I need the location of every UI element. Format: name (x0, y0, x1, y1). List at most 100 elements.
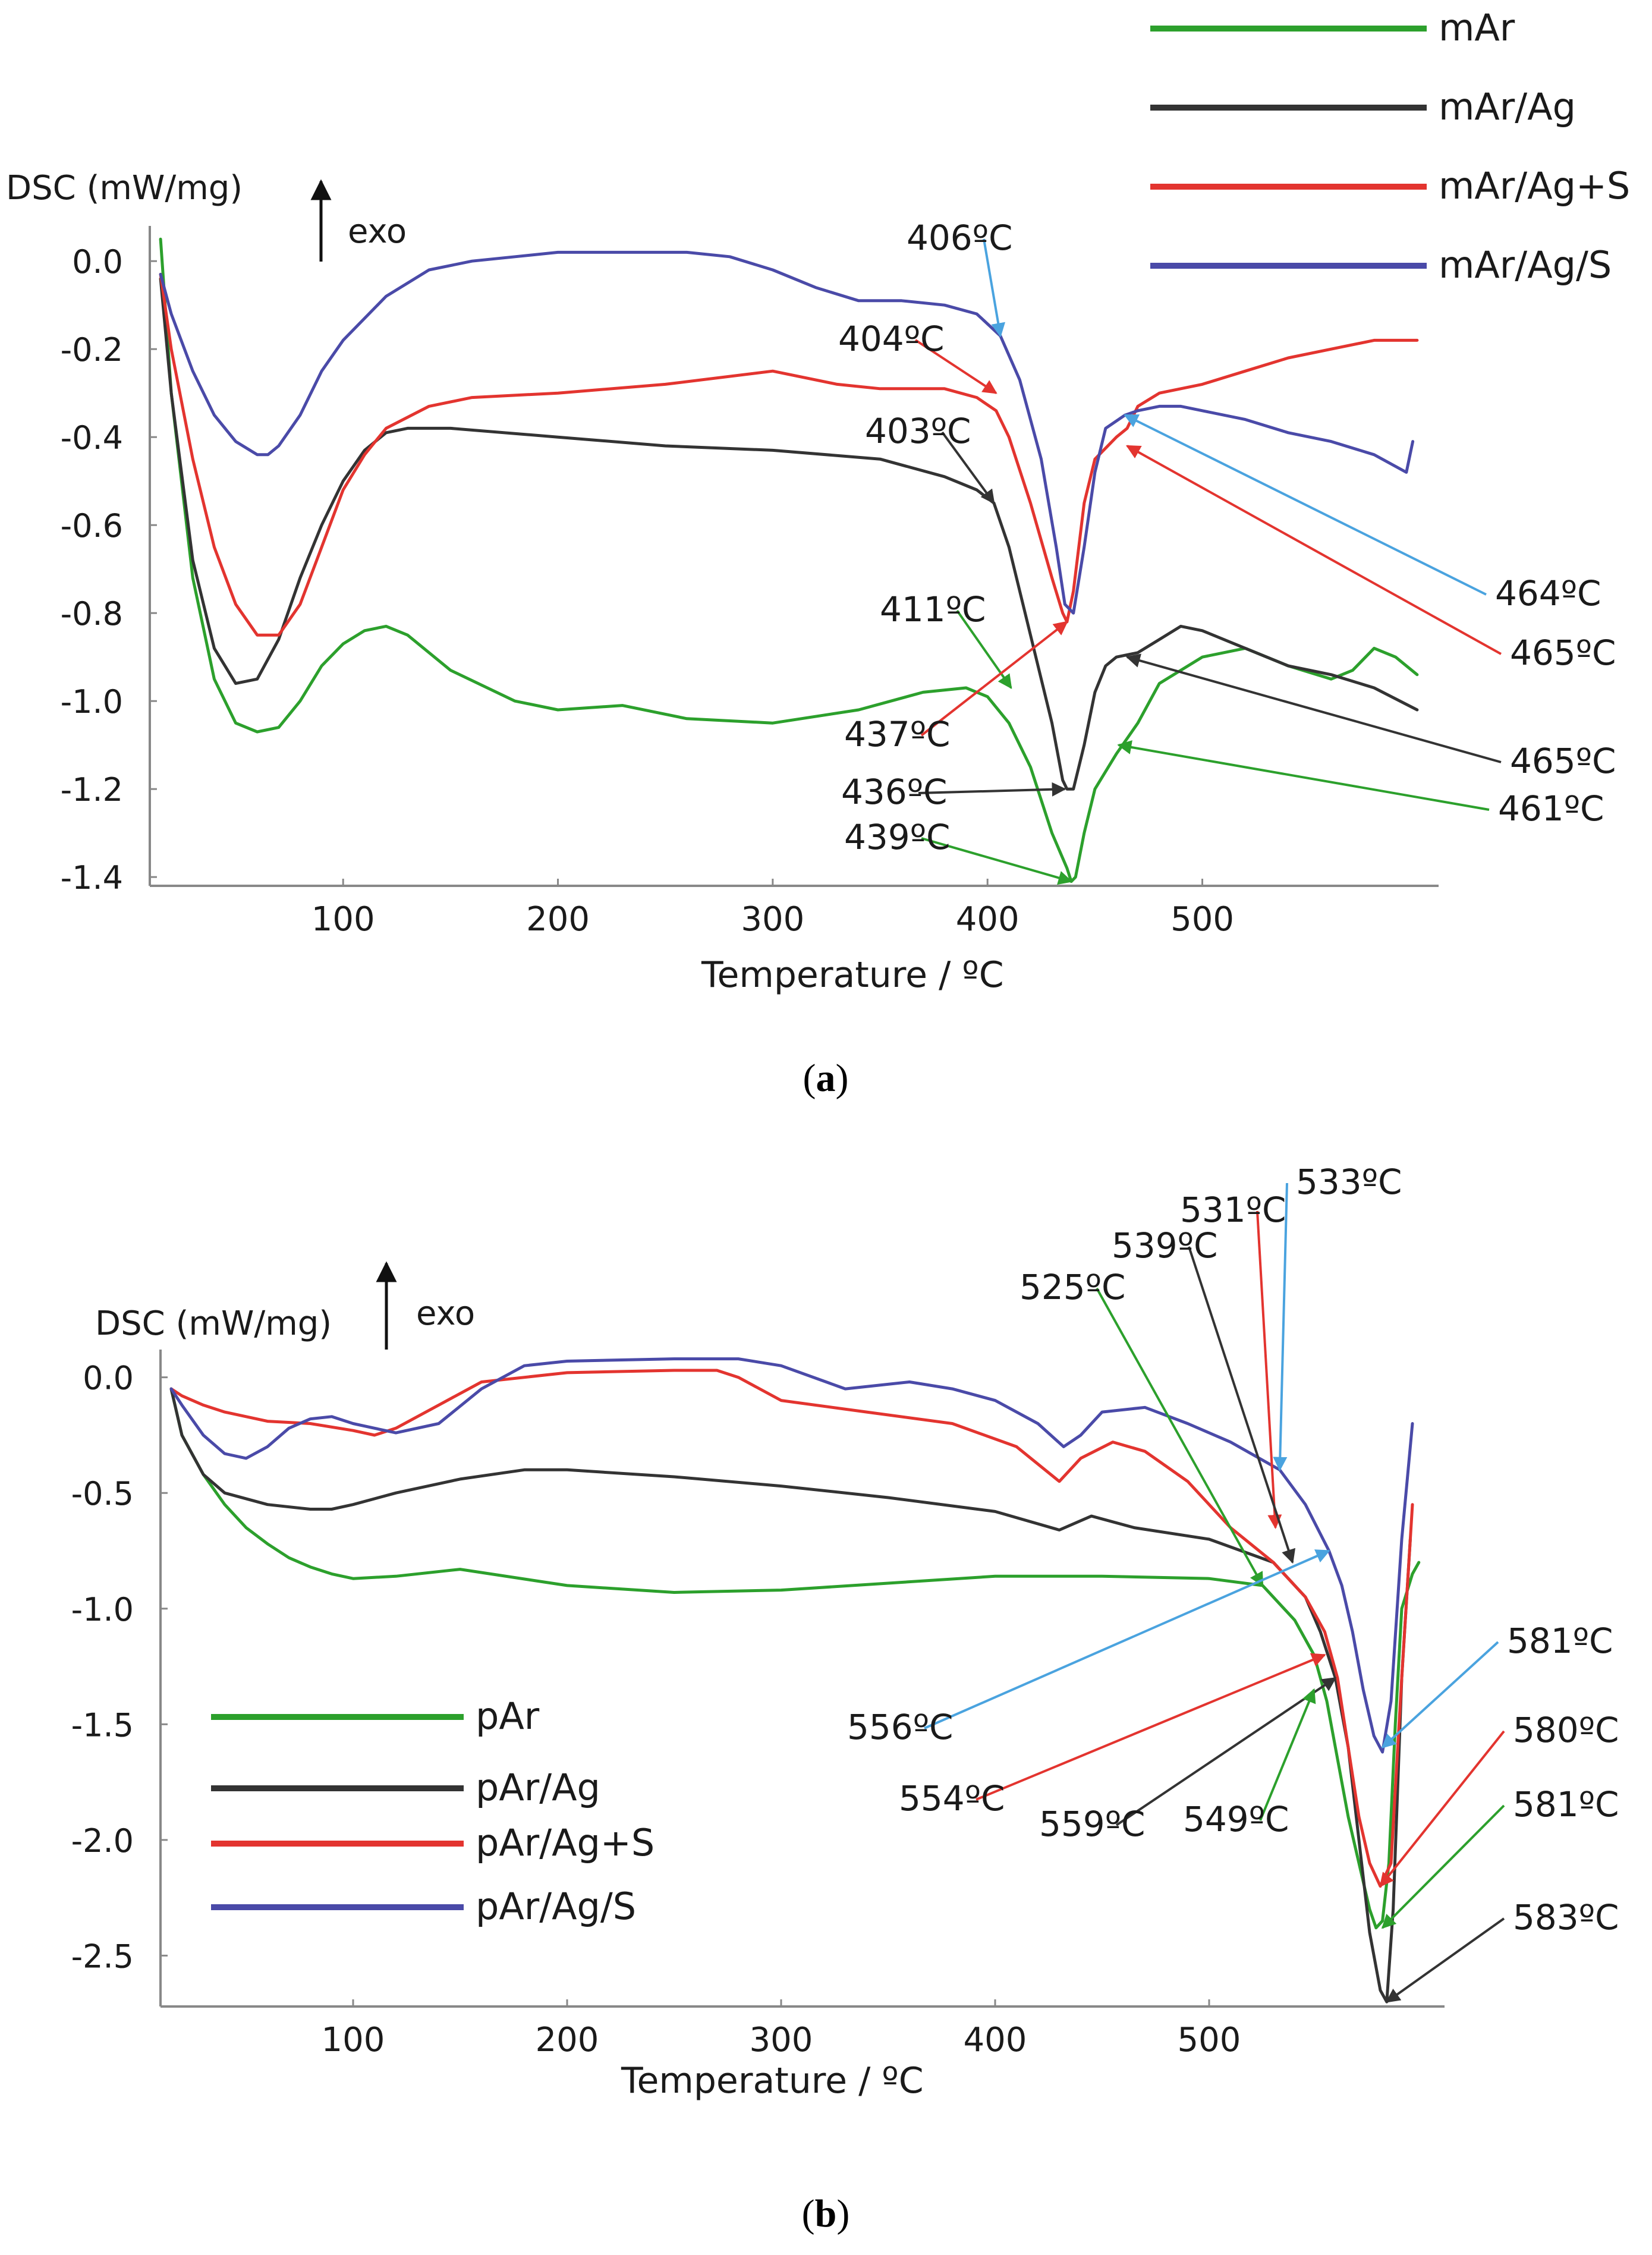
panel-a-y-ticks: 0.0 -0.2 -0.4 -0.6 -0.8 -1.0 -1.2 -1.4 (61, 243, 157, 897)
panel-b-x-tick-label: 100 (322, 2021, 385, 2059)
panel-b-annotation-label: 583ºC (1513, 1897, 1619, 1938)
panel-b-annotation-arrow (924, 1549, 1330, 1729)
panel-b-x-label: Temperature / ºC (621, 2060, 924, 2102)
panel-a-x-tick-label: 500 (1170, 900, 1234, 939)
panel-a-legend-label: mAr (1439, 6, 1515, 49)
panel-b-y-tick-label: 0.0 (83, 1360, 134, 1397)
panel-b-annotation-arrow (1379, 1730, 1505, 1888)
panel-b-annotation-label: 549ºC (1183, 1799, 1289, 1839)
panel-b-annotation-arrow (1188, 1246, 1296, 1564)
panel-a-annotation-label: 461ºC (1498, 788, 1604, 829)
panel-a-x-tick-label: 400 (956, 900, 1019, 939)
panel-b-annotation-label: 581ºC (1513, 1784, 1619, 1825)
panel-b-y-tick-label: -0.5 (71, 1475, 134, 1512)
panel-b-annotation-arrow (1256, 1210, 1282, 1529)
panel-b-annotation-label: 525ºC (1019, 1267, 1126, 1307)
panel-a-annotation-arrow (914, 339, 998, 394)
panel-b-annotation-label: 581ºC (1507, 1621, 1613, 1661)
panel-b: 0.0-0.5-1.0-1.5-2.0-2.5 100 200 300 400 500 … (71, 1162, 1619, 2235)
panel-a-axes (149, 226, 1439, 887)
panel-a-annotations: 406ºC 404ºC 403ºC 411ºC 437ºC 436ºC 439ºC 464ºC… (838, 218, 1616, 885)
panel-a-x-tick-label: 300 (741, 900, 804, 939)
panel-b-caption-letter: b (815, 2192, 837, 2235)
panel-b-y-tick-label: -2.5 (71, 1938, 134, 1975)
panel-a-annotation-arrow (1125, 445, 1502, 655)
panel-a-x-tick-label: 100 (311, 900, 375, 939)
panel-a-series-line-mar-ag-s (159, 250, 1415, 615)
panel-a-annotation-label: 464ºC (1495, 573, 1601, 614)
panel-b-series-line-par (169, 1387, 1421, 1930)
panel-b-annotation-label: 556ºC (847, 1707, 954, 1747)
panel-b-annotation-arrow (1381, 1804, 1505, 1929)
panel-a-annotation-arrow (1124, 414, 1487, 596)
panel-a: 0.0 -0.2 -0.4 -0.6 -0.8 -1.0 -1.2 -1.4 100 200 30… (6, 6, 1630, 1100)
panel-a-series-line-mar (159, 237, 1419, 883)
panel-b-legend: pAr pAr/Ag pAr/Ag+S pAr/Ag/S (211, 1694, 654, 1928)
panel-b-legend-label: pAr/Ag/S (476, 1885, 636, 1928)
panel-a-y-label: DSC (mW/mg) (6, 169, 243, 207)
panel-b-annotation-label: 559ºC (1039, 1804, 1146, 1844)
panel-a-series (159, 237, 1419, 883)
panel-b-x-tick-label: 400 (964, 2021, 1027, 2059)
panel-a-y-tick-label: -1.4 (61, 859, 123, 897)
panel-a-annotation-label: 406ºC (907, 218, 1013, 258)
panel-a-x-ticks: 100 200 300 400 500 (311, 879, 1234, 939)
panel-a-y-tick-label: -1.2 (61, 771, 123, 809)
panel-a-annotation-arrow (941, 431, 995, 505)
panel-a-annotation-label: 403ºC (865, 411, 971, 451)
panel-b-annotation-arrow (1259, 1688, 1316, 1821)
panel-a-legend-label: mAr/Ag (1439, 85, 1576, 128)
panel-b-annotation-label: 533ºC (1296, 1162, 1402, 1202)
panel-a-annotation-label: 404ºC (838, 319, 945, 359)
panel-b-annotation-label: 580ºC (1513, 1710, 1619, 1750)
panel-a-annotation-label: 465ºC (1510, 741, 1616, 781)
panel-a-series-line-mar-ag-s (159, 272, 1419, 637)
panel-a-annotation-arrow (983, 238, 1006, 338)
panel-b-series-line-par-ag-s (169, 1357, 1414, 1754)
panel-b-annotation-label: 539ºC (1112, 1225, 1218, 1266)
panel-b-x-tick-label: 500 (1178, 2021, 1241, 2059)
panel-b-annotation-arrow (1385, 1917, 1505, 2003)
panel-b-annotation-arrow (1096, 1288, 1264, 1587)
panel-b-annotation-arrow (1115, 1677, 1337, 1826)
panel-a-annotation-label: 439ºC (844, 817, 951, 857)
panel-b-annotation-arrow (1381, 1641, 1499, 1748)
panel-a-annotation-label: 411ºC (880, 589, 986, 630)
panel-a-y-tick-label: 0.0 (72, 243, 123, 281)
panel-b-annotation-label: 554ºC (899, 1778, 1005, 1819)
panel-b-y-tick-label: -1.5 (71, 1706, 134, 1744)
panel-b-y-label: DSC (mW/mg) (95, 1304, 332, 1343)
panel-b-annotation-arrow (976, 1653, 1326, 1801)
panel-a-x-label: Temperature / ºC (701, 954, 1004, 996)
panel-b-annotation-label: 531ºC (1180, 1190, 1286, 1230)
panel-b-x-tick-label: 300 (750, 2021, 813, 2059)
panel-a-y-tick-label: -0.8 (61, 595, 123, 633)
panel-a-annotation-label: 436ºC (841, 772, 948, 812)
panel-a-y-tick-label: -0.4 (61, 419, 123, 457)
panel-a-x-tick-label: 200 (526, 900, 590, 939)
panel-a-y-tick-label: -0.6 (61, 507, 123, 545)
panel-a-y-tick-label: -1.0 (61, 683, 123, 721)
panel-b-axes (159, 1350, 1445, 2008)
panel-a-legend: mAr mAr/Ag mAr/Ag+S mAr/Ag/S (1150, 6, 1630, 287)
panel-b-caption: (b) (802, 2192, 850, 2235)
panel-a-annotation-arrow (956, 609, 1012, 689)
panel-a-legend-label: mAr/Ag/S (1439, 243, 1612, 287)
panel-b-y-tick-label: -1.0 (71, 1591, 134, 1628)
panel-a-annotation-label: 465ºC (1510, 633, 1616, 673)
panel-a-annotation-arrow (921, 837, 1073, 885)
panel-b-x-ticks: 100 200 300 400 500 (322, 1999, 1241, 2059)
panel-a-caption-letter: a (816, 1056, 836, 1100)
panel-b-legend-label: pAr (476, 1694, 540, 1738)
panel-b-series (169, 1357, 1421, 2004)
panel-b-y-ticks: 0.0 -0.5 -1.0 -1.5 -2.0 -2.5 (71, 1360, 168, 1975)
panel-a-annotation-arrow (918, 782, 1066, 797)
panel-a-y-tick-label: -0.2 (61, 331, 123, 369)
panel-a-exo-label: exo (348, 212, 407, 251)
panel-a-series-line-mar-ag (159, 277, 1419, 791)
panel-b-x-tick-label: 200 (536, 2021, 599, 2059)
panel-a-legend-label: mAr/Ag+S (1439, 164, 1630, 207)
panel-b-series-line-par-ag-s (169, 1369, 1414, 1888)
